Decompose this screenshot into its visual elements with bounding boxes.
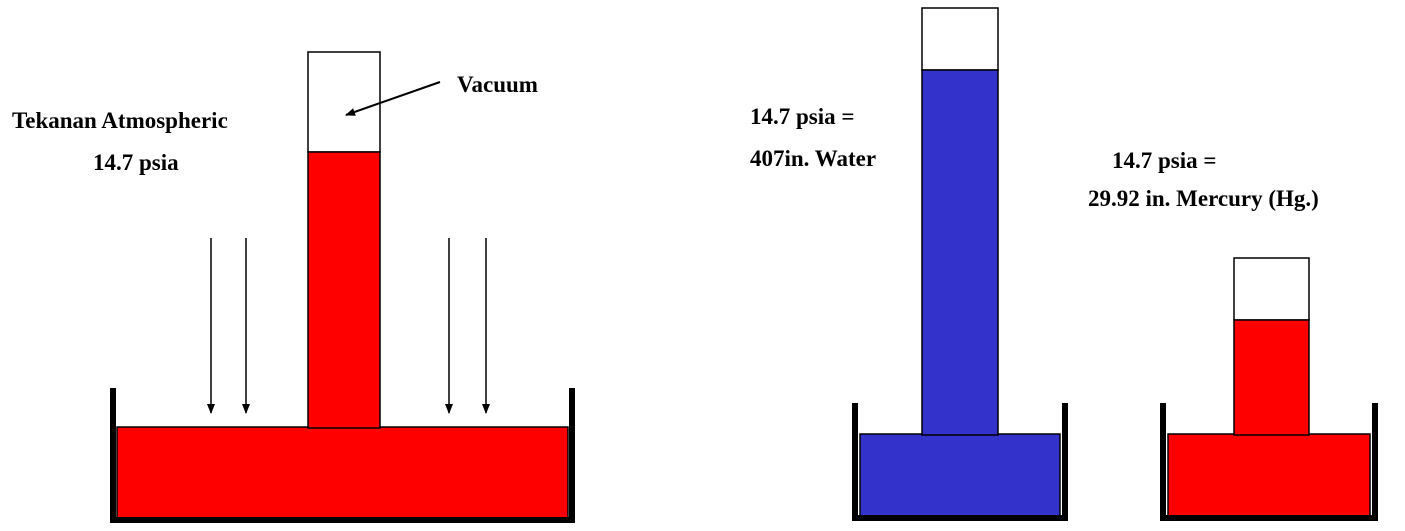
mercury-barometer: 14.7 psia = 29.92 in. Mercury (Hg.) bbox=[1088, 148, 1375, 518]
label: 14.7 psia = bbox=[750, 104, 855, 129]
label: Tekanan Atmospheric bbox=[12, 108, 228, 133]
vacuum-space bbox=[922, 8, 998, 70]
left-barometer: Vacuum Tekanan Atmospheric 14.7 psia bbox=[12, 52, 572, 520]
vacuum-space bbox=[308, 52, 380, 152]
label: 29.92 in. Mercury (Hg.) bbox=[1088, 186, 1319, 211]
basin-liquid bbox=[1168, 434, 1370, 516]
label: 14.7 psia = bbox=[1112, 148, 1217, 173]
basin-liquid bbox=[860, 434, 1060, 516]
label: 14.7 psia bbox=[93, 150, 179, 175]
tube-liquid bbox=[1234, 320, 1309, 435]
tube-liquid bbox=[308, 152, 380, 428]
label: Vacuum bbox=[457, 72, 538, 97]
water-barometer: 14.7 psia = 407in. Water bbox=[750, 8, 1065, 518]
tube-liquid bbox=[922, 70, 998, 435]
label: 407in. Water bbox=[750, 146, 876, 171]
vacuum-space bbox=[1234, 258, 1309, 320]
barometer-diagram: Vacuum Tekanan Atmospheric 14.7 psia 14.… bbox=[0, 0, 1405, 531]
basin-liquid bbox=[117, 427, 568, 518]
